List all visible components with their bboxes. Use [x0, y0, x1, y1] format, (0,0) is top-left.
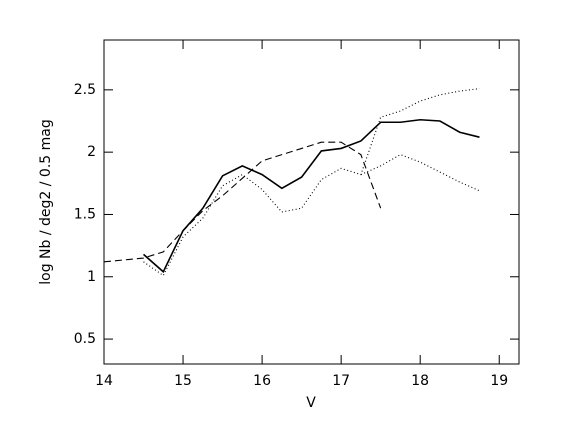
plot-frame	[103, 39, 520, 365]
y-tick-label: 0.5	[74, 331, 96, 347]
series-line	[360, 154, 480, 192]
y-tick-label: 2.5	[74, 82, 96, 98]
series-line	[142, 118, 480, 274]
x-tick-label: 19	[490, 373, 508, 389]
x-tick-label: 17	[332, 373, 350, 389]
x-tick-label: 16	[253, 373, 271, 389]
x-axis-label: V	[306, 395, 316, 411]
y-tick-label: 2	[87, 144, 96, 160]
x-tick-label: 15	[174, 373, 192, 389]
x-tick-label: 18	[411, 373, 429, 389]
y-axis-label: log Nb / deg2 / 0.5 mag	[38, 119, 54, 285]
series-line	[143, 88, 480, 277]
y-tick-label: 1.5	[74, 206, 96, 222]
x-tick-label: 14	[95, 373, 113, 389]
series-line	[103, 141, 382, 263]
y-tick-label: 1	[87, 269, 96, 285]
